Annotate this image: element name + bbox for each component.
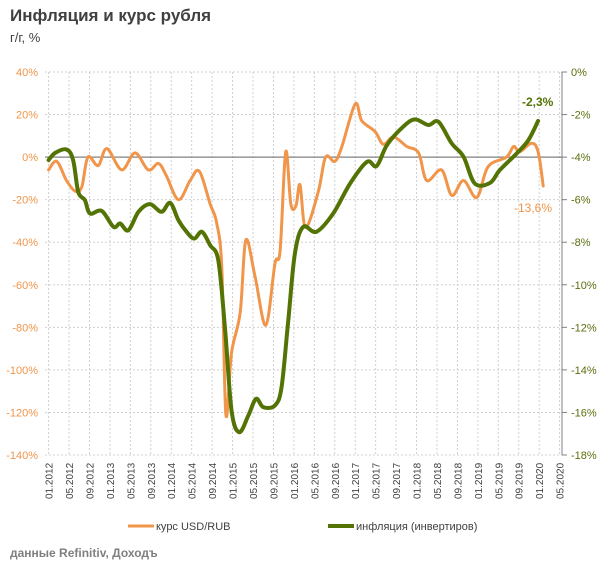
x-tick-label: 05.2012	[65, 462, 76, 499]
x-tick-label: 01.2013	[106, 462, 117, 499]
x-tick-label: 01.2014	[167, 462, 178, 499]
usdrub-line	[47, 101, 545, 419]
left-tick-label: -120%	[6, 407, 38, 419]
right-tick-label: -4%	[571, 152, 591, 164]
usdrub-end-label: -13,6%	[514, 201, 552, 215]
x-tick-label: 05.2014	[188, 462, 199, 499]
legend-label: инфляция (инвертиров)	[356, 521, 477, 533]
x-tick-label: 09.2016	[331, 462, 342, 499]
x-tick-label: 05.2020	[556, 462, 567, 499]
left-tick-label: -80%	[12, 322, 38, 334]
x-tick-label: 09.2017	[392, 462, 403, 499]
right-tick-label: -14%	[571, 365, 597, 377]
x-tick-label: 05.2017	[372, 462, 383, 499]
x-tick-label: 09.2012	[85, 462, 96, 499]
x-tick-label: 01.2015	[229, 462, 240, 499]
chart-subtitle: г/г, %	[10, 30, 41, 45]
x-tick-label: 01.2016	[290, 462, 301, 499]
legend-label: курс USD/RUB	[156, 521, 231, 533]
right-tick-label: -12%	[571, 322, 597, 334]
left-tick-label: -40%	[12, 237, 38, 249]
right-tick-label: -10%	[571, 280, 597, 292]
x-tick-label: 09.2013	[147, 462, 158, 499]
x-tick-label: 09.2018	[453, 462, 464, 499]
x-tick-label: 01.2012	[45, 462, 56, 499]
x-tick-label: 09.2019	[515, 462, 526, 499]
x-tick-label: 01.2017	[351, 462, 362, 499]
right-tick-label: -2%	[571, 110, 591, 122]
x-tick-label: 05.2016	[310, 462, 321, 499]
x-tick-label: 09.2015	[269, 462, 280, 499]
left-tick-label: -20%	[12, 195, 38, 207]
left-tick-label: -60%	[12, 280, 38, 292]
right-tick-label: -8%	[571, 237, 591, 249]
x-tick-label: 05.2013	[126, 462, 137, 499]
x-tick-label: 01.2020	[535, 462, 546, 499]
x-tick-label: 01.2018	[413, 462, 424, 499]
inflation-line	[46, 117, 541, 435]
x-tick-label: 05.2019	[494, 462, 505, 499]
right-tick-label: -16%	[571, 407, 597, 419]
left-tick-label: 0%	[22, 152, 38, 164]
x-tick-label: 05.2015	[249, 462, 260, 499]
right-tick-label: 0%	[571, 67, 587, 79]
left-tick-label: -140%	[6, 450, 38, 462]
left-tick-label: 40%	[16, 67, 38, 79]
chart-title: Инфляция и курс рубля	[10, 6, 212, 25]
left-tick-label: -100%	[6, 365, 38, 377]
x-tick-label: 09.2014	[208, 462, 219, 499]
x-tick-label: 05.2018	[433, 462, 444, 499]
left-tick-label: 20%	[16, 110, 38, 122]
source-note: данные Refinitiv, Доходъ	[10, 546, 158, 560]
x-tick-label: 01.2019	[474, 462, 485, 499]
inflation-end-label: -2,3%	[522, 95, 554, 109]
right-tick-label: -6%	[571, 195, 591, 207]
right-tick-label: -18%	[571, 450, 597, 462]
